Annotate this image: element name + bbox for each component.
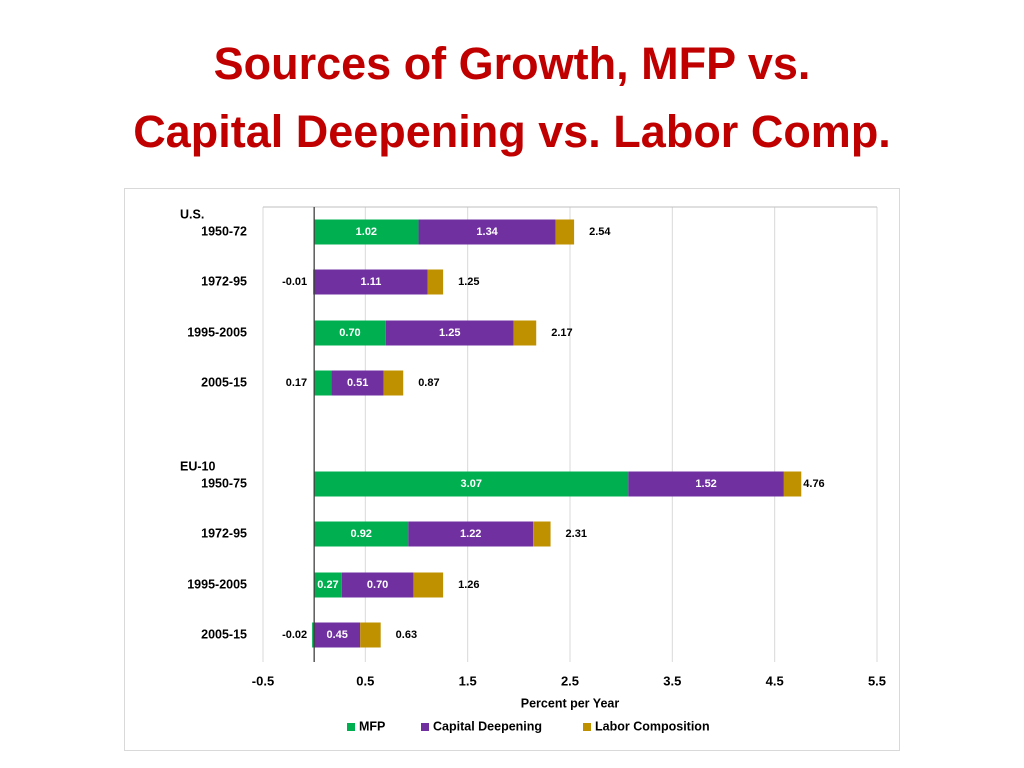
- category-label: 1972-95: [201, 274, 247, 288]
- legend-swatch-labor-composition: [583, 723, 591, 731]
- data-label-total: 2.17: [551, 327, 572, 339]
- data-label-capital-deepening: 1.52: [695, 478, 716, 490]
- bar-segment-labor-composition: [383, 370, 404, 396]
- x-tick-label: 0.5: [356, 673, 374, 688]
- data-label-mfp: 3.07: [461, 478, 482, 490]
- bar-segment-capital-deepening: [385, 320, 514, 346]
- bar-segment-mfp: [314, 471, 629, 497]
- data-label-total: 4.76: [803, 478, 824, 490]
- legend-label-mfp: MFP: [359, 719, 385, 733]
- bar-segment-labor-composition: [555, 219, 575, 245]
- chart-frame: U.S. 1950-72 1.02 1.34 2.54 1972-95 -0.01 1.11 1…: [124, 188, 900, 751]
- bar-segment-capital-deepening: [341, 572, 414, 598]
- x-tick-label: 5.5: [868, 673, 886, 688]
- bar-segment-labor-composition: [513, 320, 537, 346]
- bar-segment-labor-composition: [533, 521, 551, 547]
- data-label-mfp: 1.02: [356, 226, 377, 238]
- data-label-total: 2.31: [566, 528, 587, 540]
- bar-segment-capital-deepening: [418, 219, 556, 245]
- legend-swatch-capital-deepening: [421, 723, 429, 731]
- group-label: EU-10: [180, 459, 215, 473]
- category-label: 1950-72: [201, 224, 247, 238]
- data-label-capital-deepening: 0.51: [347, 377, 368, 389]
- data-label-total: 2.54: [589, 226, 611, 238]
- x-tick-label: -0.5: [252, 673, 274, 688]
- bar-segment-capital-deepening: [331, 370, 384, 396]
- x-axis-title: Percent per Year: [521, 696, 620, 710]
- category-label: 1950-75: [201, 476, 247, 490]
- bar-segment-labor-composition: [360, 622, 381, 648]
- data-label-capital-deepening: 0.70: [367, 579, 388, 591]
- legend-label-labor-composition: Labor Composition: [595, 719, 710, 733]
- x-tick-label: 4.5: [766, 673, 784, 688]
- bar-segment-mfp: [312, 622, 315, 648]
- data-label-mfp: 0.17: [286, 377, 307, 389]
- category-label: 1995-2005: [187, 325, 247, 339]
- data-label-capital-deepening: 1.11: [361, 276, 382, 288]
- data-label-mfp: -0.02: [282, 629, 307, 641]
- data-label-capital-deepening: 1.22: [460, 528, 481, 540]
- legend-label-capital-deepening: Capital Deepening: [433, 719, 542, 733]
- category-label: 2005-15: [201, 627, 247, 641]
- data-label-total: 0.63: [396, 629, 417, 641]
- slide-title-line-1: Sources of Growth, MFP vs.: [213, 38, 811, 89]
- category-label: 2005-15: [201, 375, 247, 389]
- bar-segment-labor-composition: [427, 269, 444, 295]
- slide-title: Sources of Growth, MFP vs. Capital Deepe…: [0, 30, 1024, 166]
- category-label: 1995-2005: [187, 577, 247, 591]
- data-label-mfp: 0.92: [351, 528, 372, 540]
- data-label-mfp: -0.01: [282, 276, 307, 288]
- sources-of-growth-chart: U.S. 1950-72 1.02 1.34 2.54 1972-95 -0.01 1.11 1…: [180, 206, 886, 733]
- x-tick-label: 3.5: [663, 673, 681, 688]
- bar-segment-mfp: [314, 370, 332, 396]
- bar-segment-mfp: [314, 572, 342, 598]
- data-label-capital-deepening: 1.25: [439, 327, 460, 339]
- slide-title-line-2: Capital Deepening vs. Labor Comp.: [133, 106, 891, 157]
- bar-segment-capital-deepening: [314, 269, 428, 295]
- data-label-total: 0.87: [418, 377, 439, 389]
- data-label-mfp: 0.27: [317, 579, 338, 591]
- data-label-total: 1.25: [458, 276, 479, 288]
- data-label-capital-deepening: 1.34: [476, 226, 498, 238]
- group-label: U.S.: [180, 207, 204, 221]
- data-label-capital-deepening: 0.45: [326, 629, 347, 641]
- bar-segment-capital-deepening: [628, 471, 784, 497]
- x-tick-label: 1.5: [459, 673, 477, 688]
- bar-segment-labor-composition: [783, 471, 802, 497]
- legend-swatch-mfp: [347, 723, 355, 731]
- bar-segment-mfp: [314, 521, 409, 547]
- data-label-total: 1.26: [458, 579, 479, 591]
- bar-segment-capital-deepening: [408, 521, 534, 547]
- data-label-mfp: 0.70: [339, 327, 360, 339]
- bar-segment-capital-deepening: [314, 622, 361, 648]
- bar-segment-labor-composition: [413, 572, 444, 598]
- category-label: 1972-95: [201, 526, 247, 540]
- x-tick-label: 2.5: [561, 673, 579, 688]
- bar-segment-mfp: [314, 219, 419, 245]
- bar-segment-mfp: [314, 320, 386, 346]
